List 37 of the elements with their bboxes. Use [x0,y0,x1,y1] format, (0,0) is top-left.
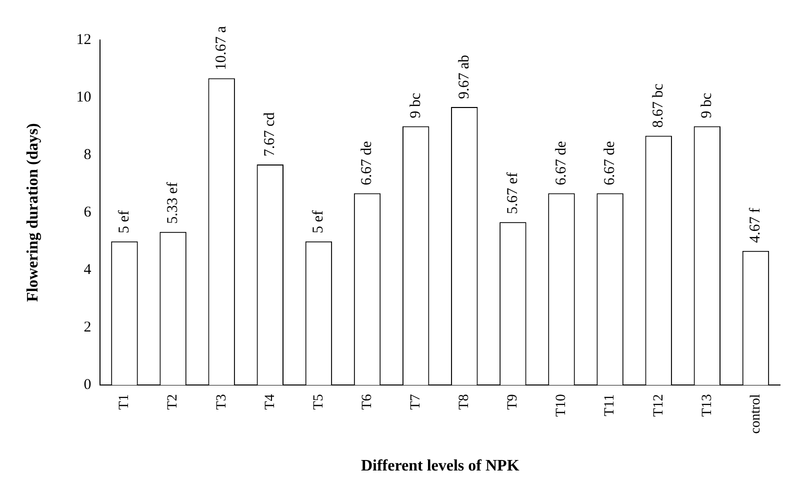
data-label: 7.67 cd [262,112,278,157]
data-label: 5 ef [310,210,327,234]
data-label: 5 ef [116,210,132,234]
x-tick-label: T6 [360,394,375,410]
data-label: 10.67 a [214,26,230,70]
x-tick-label: T5 [311,394,326,410]
x-tick-label: T3 [214,394,230,410]
y-tick-label: 6 [84,204,92,221]
x-tick-label: T9 [506,394,521,410]
x-tick-label: T4 [262,394,278,410]
y-tick-label: 10 [76,89,92,106]
x-tick-label: T12 [651,394,666,417]
x-tick-label: T8 [457,394,472,410]
x-tick-label: T1 [117,394,132,410]
data-label: 9 bc [699,92,716,118]
x-tick-label: T10 [554,394,570,417]
data-label: 9.67 ab [456,54,472,100]
data-label: 4.67 f [748,208,764,243]
y-tick-label: 12 [76,32,92,48]
data-label: 8.67 bc [650,83,667,128]
data-label: 9 bc [408,92,424,118]
data-label: 6.67 de [602,140,618,186]
y-tick-label: 2 [84,320,92,336]
data-label: 5.33 ef [164,182,181,224]
data-label: 6.67 de [553,140,570,186]
x-tick-label: T13 [700,394,715,417]
y-tick-label: 0 [84,377,92,394]
data-label: 6.67 de [359,140,376,186]
y-tick-label: 8 [84,146,92,163]
x-tick-label: T7 [408,394,424,410]
x-tick-label: T11 [602,394,618,416]
y-tick-label: 4 [84,262,92,278]
x-axis-title: Different levels of NPK [360,458,520,475]
data-label: 5.67 ef [504,172,521,214]
x-tick-label: control [748,394,764,434]
x-tick-label: T2 [166,394,181,410]
y-axis-title: Flowering duration (days) [24,123,42,302]
